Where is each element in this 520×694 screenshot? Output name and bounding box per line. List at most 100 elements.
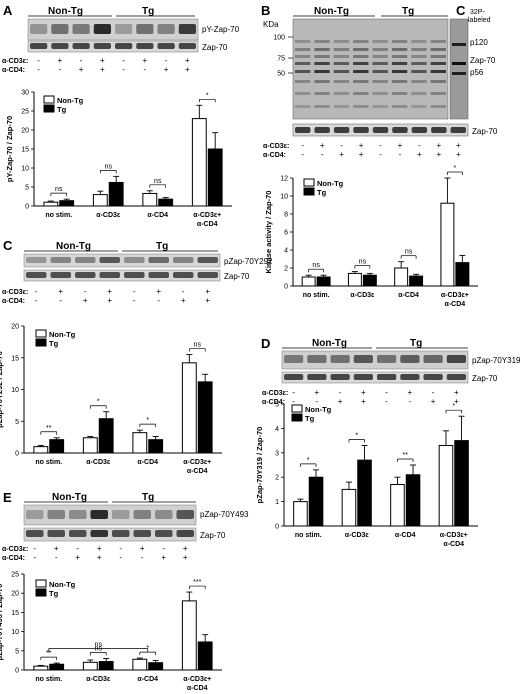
y-tick-label: 4 bbox=[284, 248, 288, 255]
legend-swatch-tg bbox=[43, 104, 55, 113]
blot-band bbox=[411, 40, 427, 43]
blot-band bbox=[391, 105, 408, 108]
blot-band bbox=[314, 127, 330, 133]
y-tick-label: 12 bbox=[280, 176, 288, 183]
blot-band bbox=[157, 43, 175, 49]
bar-tg bbox=[148, 439, 164, 454]
blot-band bbox=[112, 510, 130, 519]
legend-label-tg: Tg bbox=[49, 339, 59, 348]
y-axis-label: pZap-70Y319 / Zap-70 bbox=[255, 427, 264, 504]
blot-e-header-tg: Tg bbox=[142, 492, 154, 503]
treatment-sign: + bbox=[361, 388, 366, 397]
significance-label: ns bbox=[95, 645, 103, 652]
treatment-sign: - bbox=[409, 397, 412, 406]
legend-swatch-nontg bbox=[35, 329, 47, 338]
legend-label-nontg: Non-Tg bbox=[317, 179, 344, 188]
d-cd3-label: α-CD3ε: bbox=[262, 390, 288, 397]
significance-label: * bbox=[206, 92, 209, 99]
blot-band bbox=[411, 70, 427, 73]
blot-d-header-nontg: Non-Tg bbox=[312, 338, 347, 349]
chart-a: 0 5 10 15 20 25 30 pY-Zap-70 / Zap-70 ns no stim.… bbox=[5, 90, 232, 228]
treatment-sign: - bbox=[141, 553, 144, 562]
bar-nontg bbox=[301, 276, 316, 287]
blot-band bbox=[157, 24, 175, 34]
treatment-sign: + bbox=[361, 397, 366, 406]
blot-b-header-tg: Tg bbox=[402, 6, 414, 17]
y-tick-label: 10 bbox=[21, 166, 29, 173]
category-label: α-CD4 bbox=[445, 301, 466, 308]
blot-band bbox=[133, 530, 151, 537]
chart-c: 0 5 10 15 20 pZap-70Y292 / Zap-70 ** no stim. * α… bbox=[0, 324, 222, 475]
blot-band bbox=[452, 43, 466, 46]
bar-tg bbox=[158, 198, 174, 207]
y-tick-label: 4 bbox=[275, 426, 279, 433]
blot-band bbox=[391, 62, 408, 65]
category-label: no stim. bbox=[303, 292, 330, 299]
blot-b-c-lane bbox=[449, 18, 469, 120]
bar-nontg bbox=[390, 484, 405, 527]
bar-tg bbox=[357, 459, 372, 527]
legend-swatch-tg bbox=[303, 187, 315, 196]
blot-band bbox=[69, 510, 87, 519]
treatment-sign: - bbox=[339, 388, 342, 397]
chart-b: 0 2 4 6 8 10 12 Kinase activity / Zap-70 ns no st… bbox=[264, 165, 478, 308]
y-tick-label: 15 bbox=[11, 355, 19, 362]
blot-band bbox=[133, 510, 151, 519]
y-tick-label: 8 bbox=[284, 212, 288, 219]
blot-band bbox=[411, 62, 427, 65]
bar-tg bbox=[405, 474, 421, 527]
significance-label: ** bbox=[46, 650, 52, 657]
bar-nontg bbox=[82, 661, 98, 671]
blot-band bbox=[333, 92, 350, 95]
treatment-sign: - bbox=[418, 141, 421, 150]
treatment-sign: - bbox=[144, 65, 147, 74]
treatment-sign: - bbox=[35, 287, 38, 296]
blot-band bbox=[72, 43, 90, 49]
bar-nontg bbox=[132, 432, 148, 454]
bar-tg bbox=[454, 440, 469, 527]
b-cd4-label: α-CD4: bbox=[263, 152, 286, 159]
blot-band bbox=[284, 355, 304, 363]
treatment-sign: - bbox=[292, 388, 295, 397]
blot-band bbox=[353, 40, 369, 43]
bar-nontg bbox=[440, 202, 455, 287]
panel-e: E Non-Tg Tg pZap-70Y493 Zap-70 α-CD3ε: α… bbox=[2, 490, 249, 562]
treatment-sign: - bbox=[385, 397, 388, 406]
bar-nontg bbox=[438, 444, 454, 527]
treatment-sign: - bbox=[80, 56, 83, 65]
mw-marker-label: 75 bbox=[277, 56, 285, 63]
significance-label: ns bbox=[312, 262, 320, 269]
treatment-sign: + bbox=[436, 150, 441, 159]
y-tick-label: 2 bbox=[275, 475, 279, 482]
y-tick-label: 0 bbox=[275, 524, 279, 531]
blot-c-bottom-label: Zap-70 bbox=[224, 272, 250, 281]
y-tick-label: 10 bbox=[280, 194, 288, 201]
bar-nontg bbox=[132, 658, 148, 671]
blot-band bbox=[353, 80, 369, 83]
treatment-sign: - bbox=[59, 65, 62, 74]
blot-e-header-nontg: Non-Tg bbox=[52, 492, 87, 503]
blot-band bbox=[90, 530, 108, 537]
blot-band bbox=[392, 127, 408, 133]
y-tick-label: 25 bbox=[11, 572, 19, 579]
blot-band bbox=[452, 72, 466, 75]
blot-band bbox=[314, 92, 330, 95]
legend-label-nontg: Non-Tg bbox=[49, 330, 76, 339]
treatment-sign: - bbox=[340, 141, 343, 150]
blot-c-bottom bbox=[23, 269, 221, 282]
blot-band bbox=[430, 70, 446, 73]
legend-label-nontg: Non-Tg bbox=[57, 96, 84, 105]
blot-d-top-label: pZap-70Y319 bbox=[472, 356, 520, 365]
blot-band bbox=[372, 105, 388, 108]
blot-band bbox=[75, 272, 96, 278]
blot-band bbox=[295, 80, 311, 83]
blot-band bbox=[148, 272, 169, 278]
panel-a: A Non-Tg Tg pY-Zap-70 Zap-70 α-CD3ε: α-C… bbox=[2, 3, 240, 74]
blot-band bbox=[26, 510, 44, 519]
bar-nontg bbox=[43, 201, 59, 207]
y-tick-label: 5 bbox=[15, 648, 19, 655]
blot-band bbox=[353, 127, 369, 133]
treatment-sign: + bbox=[456, 141, 461, 150]
bar-nontg bbox=[191, 118, 207, 207]
